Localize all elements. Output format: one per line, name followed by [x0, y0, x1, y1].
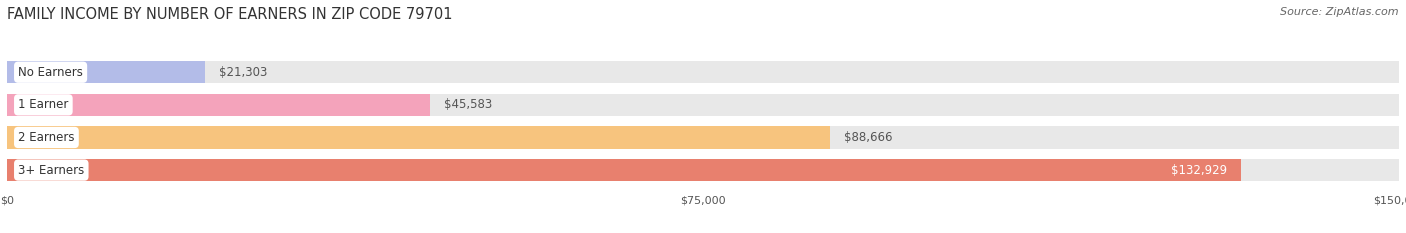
Text: 3+ Earners: 3+ Earners	[18, 164, 84, 177]
Text: $132,929: $132,929	[1171, 164, 1226, 177]
Text: Source: ZipAtlas.com: Source: ZipAtlas.com	[1281, 7, 1399, 17]
Text: 2 Earners: 2 Earners	[18, 131, 75, 144]
Bar	[7, 159, 1399, 181]
Bar	[7, 126, 1399, 149]
Bar	[7, 94, 430, 116]
Bar	[7, 159, 1240, 181]
Bar	[7, 94, 1399, 116]
Text: $45,583: $45,583	[444, 98, 492, 111]
Bar	[7, 126, 830, 149]
Text: No Earners: No Earners	[18, 66, 83, 79]
Text: $88,666: $88,666	[844, 131, 893, 144]
Text: 1 Earner: 1 Earner	[18, 98, 69, 111]
Text: FAMILY INCOME BY NUMBER OF EARNERS IN ZIP CODE 79701: FAMILY INCOME BY NUMBER OF EARNERS IN ZI…	[7, 7, 453, 22]
Bar	[7, 61, 205, 83]
Text: $21,303: $21,303	[218, 66, 267, 79]
Bar	[7, 61, 1399, 83]
